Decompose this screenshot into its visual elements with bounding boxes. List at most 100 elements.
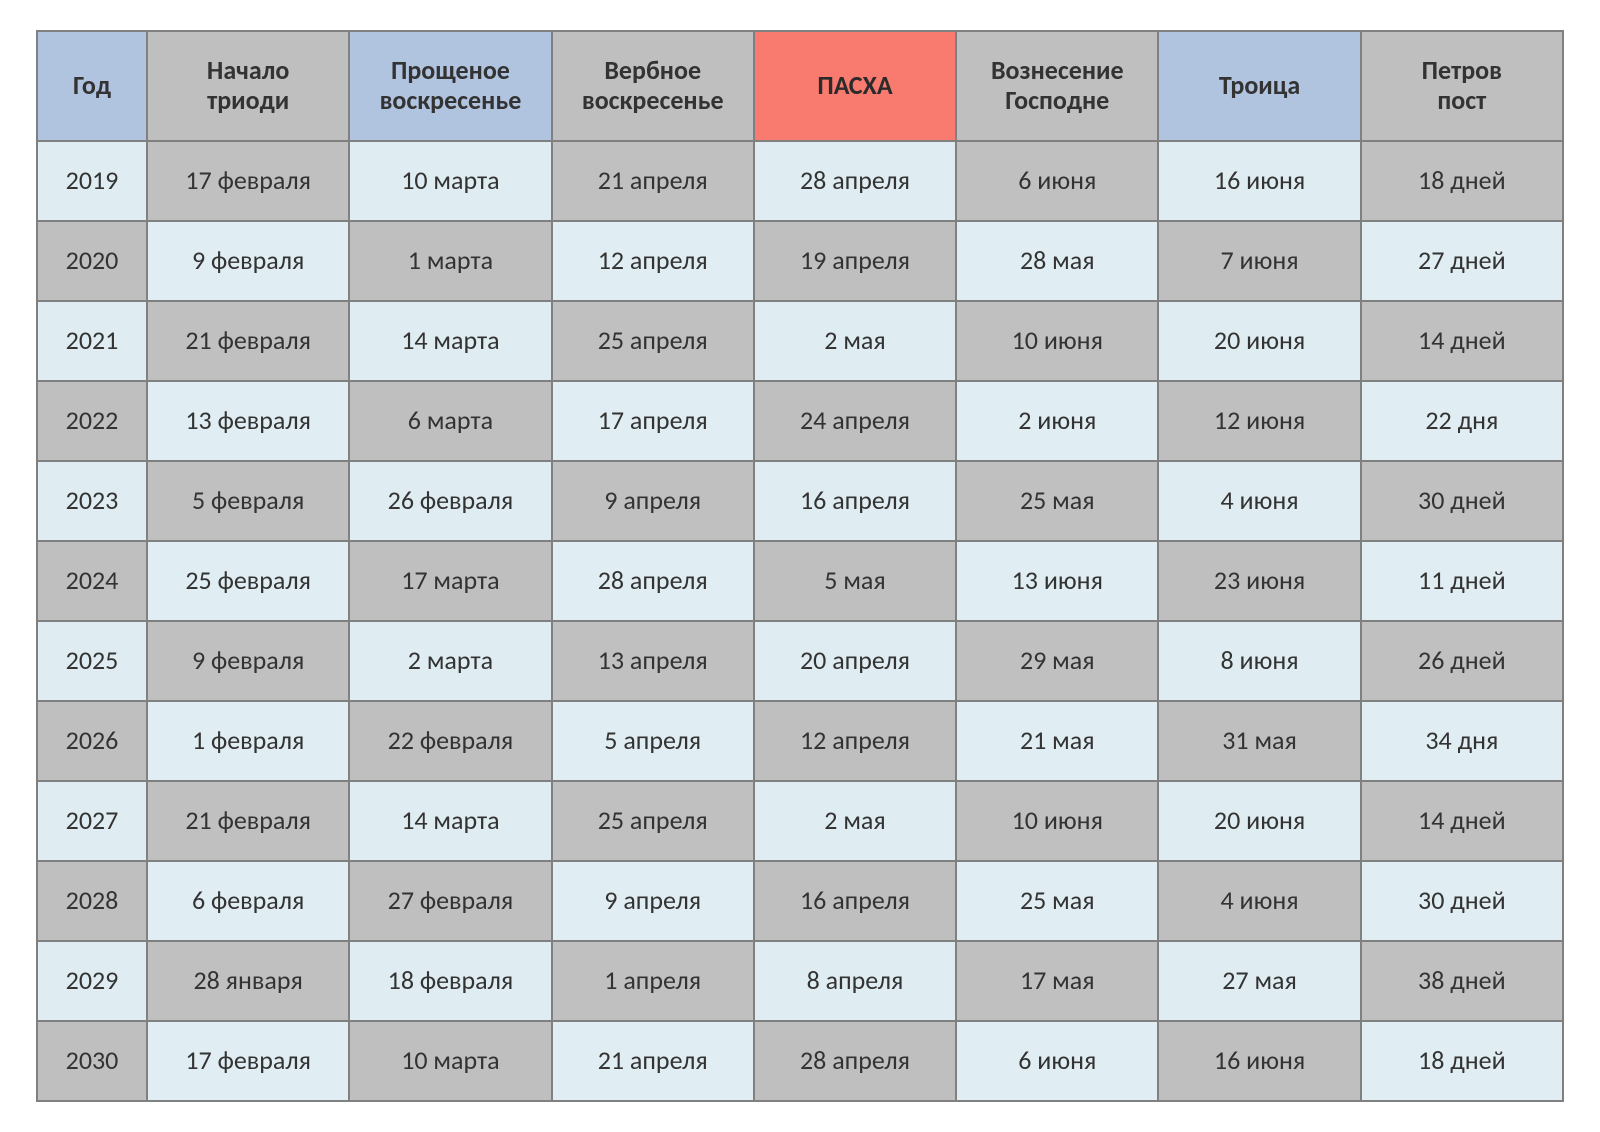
cell-peter_fast: 30 дней xyxy=(1361,461,1563,541)
cell-year: 2019 xyxy=(37,141,147,221)
cell-palm: 28 апреля xyxy=(552,541,754,621)
cell-forgiveness: 1 марта xyxy=(349,221,551,301)
cell-ascension: 6 июня xyxy=(956,141,1158,221)
cell-pascha: 28 апреля xyxy=(754,141,956,221)
col-header-forgiveness: Прощеноевоскресенье xyxy=(349,31,551,141)
cell-pascha: 16 апреля xyxy=(754,861,956,941)
cell-triod_start: 17 февраля xyxy=(147,141,349,221)
cell-pascha: 8 апреля xyxy=(754,941,956,1021)
cell-pascha: 5 мая xyxy=(754,541,956,621)
cell-peter_fast: 11 дней xyxy=(1361,541,1563,621)
cell-palm: 1 апреля xyxy=(552,941,754,1021)
cell-pascha: 28 апреля xyxy=(754,1021,956,1101)
cell-pascha: 20 апреля xyxy=(754,621,956,701)
cell-pascha: 2 мая xyxy=(754,301,956,381)
cell-triod_start: 9 февраля xyxy=(147,621,349,701)
cell-trinity: 8 июня xyxy=(1158,621,1360,701)
table-row: 202425 февраля17 марта28 апреля5 мая13 и… xyxy=(37,541,1563,621)
cell-year: 2021 xyxy=(37,301,147,381)
cell-palm: 9 апреля xyxy=(552,461,754,541)
cell-forgiveness: 27 февраля xyxy=(349,861,551,941)
cell-triod_start: 25 февраля xyxy=(147,541,349,621)
cell-peter_fast: 14 дней xyxy=(1361,781,1563,861)
table-row: 202928 января18 февраля1 апреля8 апреля1… xyxy=(37,941,1563,1021)
col-header-palm: Вербноевоскресенье xyxy=(552,31,754,141)
cell-peter_fast: 30 дней xyxy=(1361,861,1563,941)
cell-trinity: 4 июня xyxy=(1158,861,1360,941)
table-row: 203017 февраля10 марта21 апреля28 апреля… xyxy=(37,1021,1563,1101)
cell-triod_start: 21 февраля xyxy=(147,781,349,861)
col-header-year: Год xyxy=(37,31,147,141)
col-header-ascension: ВознесениеГосподне xyxy=(956,31,1158,141)
cell-trinity: 7 июня xyxy=(1158,221,1360,301)
cell-forgiveness: 22 февраля xyxy=(349,701,551,781)
table-row: 20235 февраля26 февраля9 апреля16 апреля… xyxy=(37,461,1563,541)
cell-trinity: 12 июня xyxy=(1158,381,1360,461)
cell-triod_start: 1 февраля xyxy=(147,701,349,781)
cell-ascension: 17 мая xyxy=(956,941,1158,1021)
cell-palm: 25 апреля xyxy=(552,301,754,381)
table-body: 201917 февраля10 марта21 апреля28 апреля… xyxy=(37,141,1563,1101)
cell-ascension: 21 мая xyxy=(956,701,1158,781)
cell-ascension: 10 июня xyxy=(956,781,1158,861)
col-header-trinity: Троица xyxy=(1158,31,1360,141)
cell-pascha: 19 апреля xyxy=(754,221,956,301)
cell-year: 2023 xyxy=(37,461,147,541)
cell-peter_fast: 27 дней xyxy=(1361,221,1563,301)
cell-triod_start: 17 февраля xyxy=(147,1021,349,1101)
cell-pascha: 24 апреля xyxy=(754,381,956,461)
cell-palm: 17 апреля xyxy=(552,381,754,461)
cell-triod_start: 21 февраля xyxy=(147,301,349,381)
cell-ascension: 25 мая xyxy=(956,861,1158,941)
cell-peter_fast: 18 дней xyxy=(1361,141,1563,221)
cell-triod_start: 9 февраля xyxy=(147,221,349,301)
cell-triod_start: 13 февраля xyxy=(147,381,349,461)
cell-forgiveness: 18 февраля xyxy=(349,941,551,1021)
cell-triod_start: 5 февраля xyxy=(147,461,349,541)
cell-year: 2027 xyxy=(37,781,147,861)
cell-palm: 5 апреля xyxy=(552,701,754,781)
cell-pascha: 2 мая xyxy=(754,781,956,861)
cell-ascension: 13 июня xyxy=(956,541,1158,621)
cell-trinity: 20 июня xyxy=(1158,301,1360,381)
cell-trinity: 20 июня xyxy=(1158,781,1360,861)
cell-trinity: 27 мая xyxy=(1158,941,1360,1021)
header-row: Год Началотриоди Прощеноевоскресенье Вер… xyxy=(37,31,1563,141)
cell-triod_start: 28 января xyxy=(147,941,349,1021)
cell-year: 2020 xyxy=(37,221,147,301)
cell-trinity: 23 июня xyxy=(1158,541,1360,621)
cell-forgiveness: 17 марта xyxy=(349,541,551,621)
cell-peter_fast: 34 дня xyxy=(1361,701,1563,781)
cell-forgiveness: 6 марта xyxy=(349,381,551,461)
cell-year: 2028 xyxy=(37,861,147,941)
cell-pascha: 12 апреля xyxy=(754,701,956,781)
col-header-pascha: ПАСХА xyxy=(754,31,956,141)
table-row: 20209 февраля1 марта12 апреля19 апреля28… xyxy=(37,221,1563,301)
cell-forgiveness: 14 марта xyxy=(349,301,551,381)
cell-peter_fast: 38 дней xyxy=(1361,941,1563,1021)
cell-forgiveness: 14 марта xyxy=(349,781,551,861)
col-header-peter-fast: Петровпост xyxy=(1361,31,1563,141)
cell-year: 2030 xyxy=(37,1021,147,1101)
calendar-table-container: Год Началотриоди Прощеноевоскресенье Вер… xyxy=(0,0,1600,1132)
cell-ascension: 10 июня xyxy=(956,301,1158,381)
cell-triod_start: 6 февраля xyxy=(147,861,349,941)
cell-palm: 13 апреля xyxy=(552,621,754,701)
cell-palm: 9 апреля xyxy=(552,861,754,941)
cell-year: 2022 xyxy=(37,381,147,461)
cell-palm: 21 апреля xyxy=(552,141,754,221)
table-row: 201917 февраля10 марта21 апреля28 апреля… xyxy=(37,141,1563,221)
cell-year: 2024 xyxy=(37,541,147,621)
cell-forgiveness: 10 марта xyxy=(349,1021,551,1101)
cell-palm: 25 апреля xyxy=(552,781,754,861)
table-row: 202213 февраля6 марта17 апреля24 апреля 2… xyxy=(37,381,1563,461)
table-row: 202721 февраля14 марта25 апреля2 мая10 и… xyxy=(37,781,1563,861)
cell-peter_fast: 14 дней xyxy=(1361,301,1563,381)
cell-ascension: 29 мая xyxy=(956,621,1158,701)
cell-trinity: 16 июня xyxy=(1158,1021,1360,1101)
table-row: 20261 февраля22 февраля5 апреля12 апреля… xyxy=(37,701,1563,781)
cell-palm: 12 апреля xyxy=(552,221,754,301)
cell-peter_fast: 22 дня xyxy=(1361,381,1563,461)
cell-ascension: 25 мая xyxy=(956,461,1158,541)
table-row: 20286 февраля27 февраля9 апреля16 апреля… xyxy=(37,861,1563,941)
